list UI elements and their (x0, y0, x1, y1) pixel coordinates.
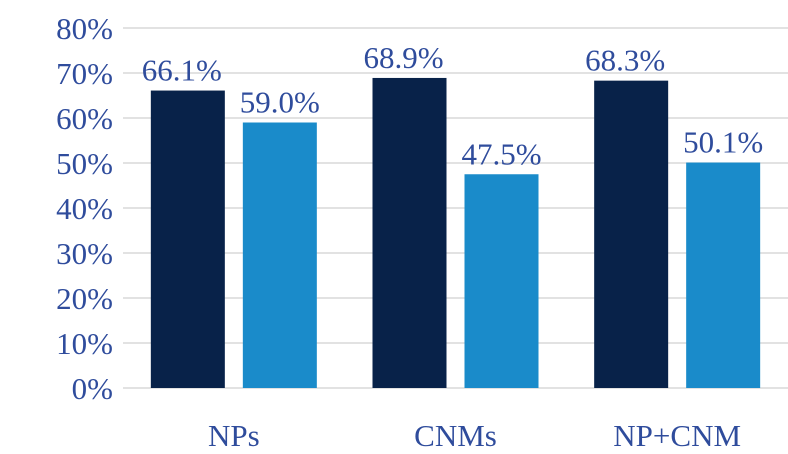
y-tick-label: 50% (56, 146, 113, 181)
value-label: 50.1% (683, 125, 763, 160)
bar (242, 122, 317, 388)
y-tick-label: 80% (56, 11, 113, 46)
x-tick-label: NPs (208, 418, 260, 453)
value-label: 66.1% (142, 53, 222, 88)
value-label: 47.5% (461, 136, 541, 171)
y-tick-label: 20% (56, 281, 113, 316)
y-tick-label: 10% (56, 326, 113, 361)
value-label: 68.3% (585, 43, 665, 78)
y-tick-label: 60% (56, 101, 113, 136)
x-tick-label: NP+CNM (613, 418, 741, 453)
y-tick-label: 70% (56, 56, 113, 91)
y-tick-label: 0% (72, 371, 113, 406)
bar (150, 90, 225, 389)
y-tick-label: 40% (56, 191, 113, 226)
bar (594, 80, 669, 389)
bar (372, 77, 447, 388)
value-label: 68.9% (363, 40, 443, 75)
y-tick-label: 30% (56, 236, 113, 271)
value-label: 59.0% (240, 85, 320, 120)
x-tick-label: CNMs (414, 418, 497, 453)
bar (686, 162, 761, 388)
bar (464, 174, 539, 388)
